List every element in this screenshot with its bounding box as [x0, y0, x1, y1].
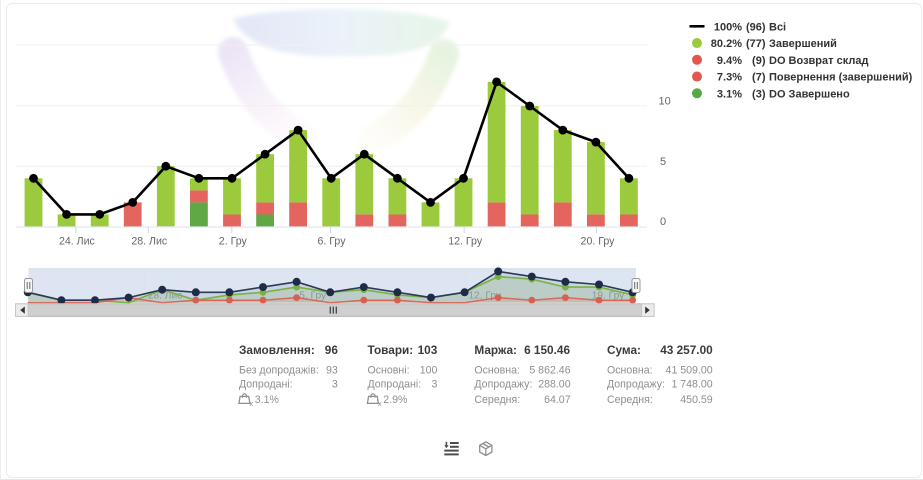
svg-text:7.3%: 7.3% [717, 72, 742, 84]
svg-text:20. Гру: 20. Гру [581, 236, 616, 248]
svg-text:Повернення (завершений): Повернення (завершений) [769, 72, 913, 84]
svg-text:288.00: 288.00 [538, 378, 571, 390]
svg-text:28. Лис: 28. Лис [131, 236, 168, 248]
svg-text:3: 3 [332, 378, 338, 390]
svg-text:43 257.00: 43 257.00 [660, 343, 713, 357]
svg-text:24. Лис: 24. Лис [59, 236, 96, 248]
svg-text:(9): (9) [752, 55, 766, 67]
svg-text:Основна:: Основна: [607, 364, 653, 376]
svg-text:28. Лис: 28. Лис [148, 291, 182, 302]
svg-text:3: 3 [431, 378, 437, 390]
svg-text:6. Гру: 6. Гру [318, 236, 347, 248]
svg-text:(77): (77) [746, 38, 766, 50]
svg-text:100: 100 [420, 364, 438, 376]
svg-text:Без допродажів:: Без допродажів: [239, 364, 319, 376]
svg-text:Маржа:: Маржа: [474, 343, 517, 357]
svg-text:2.9%: 2.9% [383, 394, 408, 406]
svg-text:Допродажу:: Допродажу: [474, 378, 532, 390]
svg-text:41 509.00: 41 509.00 [666, 364, 713, 376]
svg-text:x: x [249, 399, 253, 408]
svg-text:64.07: 64.07 [544, 394, 571, 406]
svg-text:6 150.46: 6 150.46 [524, 343, 570, 357]
svg-text:10: 10 [659, 96, 671, 108]
svg-text:5. Гру: 5. Гру [299, 291, 327, 302]
svg-text:5 862.46: 5 862.46 [529, 364, 570, 376]
svg-text:80.2%: 80.2% [711, 38, 742, 50]
svg-text:96: 96 [325, 343, 339, 357]
svg-text:Замовлення:: Замовлення: [239, 343, 315, 357]
svg-text:9.4%: 9.4% [717, 55, 742, 67]
svg-text:Допродані:: Допродані: [239, 378, 293, 390]
svg-text:3.1%: 3.1% [255, 394, 280, 406]
svg-text:(7): (7) [752, 72, 766, 84]
svg-text:0: 0 [660, 216, 666, 228]
svg-text:Сума:: Сума: [607, 343, 641, 357]
svg-text:Основні:: Основні: [368, 364, 410, 376]
svg-text:Основна:: Основна: [474, 364, 520, 376]
svg-text:1 748.00: 1 748.00 [671, 378, 712, 390]
svg-text:Середня:: Середня: [607, 394, 653, 406]
svg-text:DO Завершено: DO Завершено [769, 88, 850, 100]
svg-text:x: x [378, 399, 382, 408]
svg-text:103: 103 [418, 343, 438, 357]
svg-text:Завершений: Завершений [769, 38, 837, 50]
svg-text:5: 5 [660, 156, 666, 168]
svg-text:Середня:: Середня: [474, 394, 520, 406]
svg-text:12. Гру: 12. Гру [468, 291, 501, 302]
svg-text:2. Гру: 2. Гру [219, 236, 248, 248]
svg-text:12. Гру: 12. Гру [448, 236, 483, 248]
svg-text:93: 93 [326, 364, 338, 376]
svg-text:Допродані:: Допродані: [368, 378, 422, 390]
svg-text:Всі: Всі [769, 21, 786, 33]
svg-text:3.1%: 3.1% [717, 88, 742, 100]
svg-text:Допродажу:: Допродажу: [607, 378, 665, 390]
svg-text:Товари:: Товари: [368, 343, 414, 357]
svg-text:100%: 100% [714, 21, 742, 33]
svg-text:450.59: 450.59 [680, 394, 713, 406]
svg-text:19. Гру: 19. Гру [592, 291, 625, 302]
svg-text:DO Возврат склад: DO Возврат склад [769, 55, 868, 67]
svg-text:(96): (96) [746, 21, 766, 33]
svg-text:(3): (3) [752, 88, 766, 100]
